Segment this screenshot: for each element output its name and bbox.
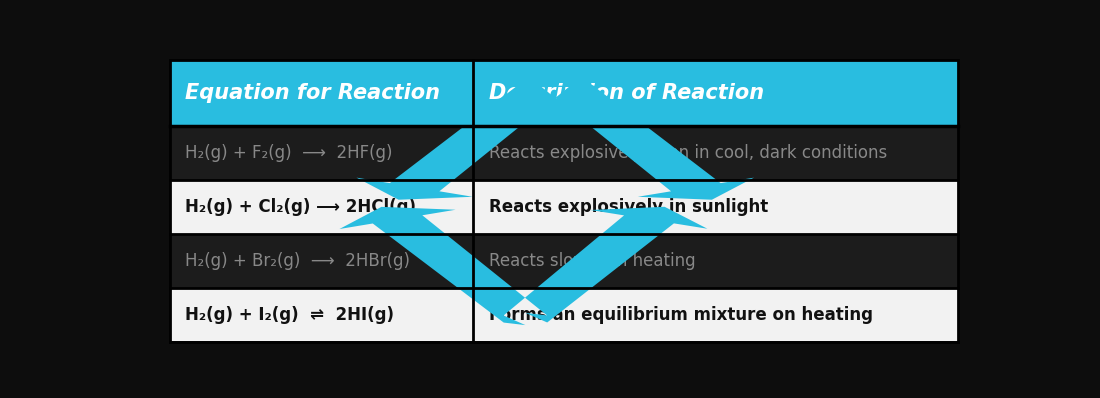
- Text: H₂(g) + F₂(g)  ⟶  2HF(g): H₂(g) + F₂(g) ⟶ 2HF(g): [185, 144, 393, 162]
- Text: Reacts explosively in sunlight: Reacts explosively in sunlight: [488, 198, 768, 216]
- Bar: [169, 180, 473, 234]
- Bar: [473, 60, 958, 126]
- Bar: [169, 234, 473, 288]
- Bar: [169, 288, 473, 342]
- Bar: [169, 126, 473, 180]
- Text: Description of Reaction: Description of Reaction: [488, 83, 763, 103]
- Text: H₂(g) + I₂(g)  ⇌  2HI(g): H₂(g) + I₂(g) ⇌ 2HI(g): [185, 306, 394, 324]
- Bar: [473, 180, 958, 234]
- Bar: [473, 288, 958, 342]
- PathPatch shape: [340, 207, 707, 325]
- Bar: [473, 126, 958, 180]
- Text: H₂(g) + Br₂(g)  ⟶  2HBr(g): H₂(g) + Br₂(g) ⟶ 2HBr(g): [185, 252, 410, 270]
- Text: Equation for Reaction: Equation for Reaction: [185, 83, 440, 103]
- Text: Reacts explosively even in cool, dark conditions: Reacts explosively even in cool, dark co…: [488, 144, 887, 162]
- Text: H₂(g) + Cl₂(g) ⟶ 2HCl(g): H₂(g) + Cl₂(g) ⟶ 2HCl(g): [185, 198, 416, 216]
- Bar: [169, 60, 473, 126]
- Bar: [473, 234, 958, 288]
- Text: Reacts slowly on heating: Reacts slowly on heating: [488, 252, 695, 270]
- PathPatch shape: [356, 71, 754, 200]
- Text: Forms an equilibrium mixture on heating: Forms an equilibrium mixture on heating: [488, 306, 872, 324]
